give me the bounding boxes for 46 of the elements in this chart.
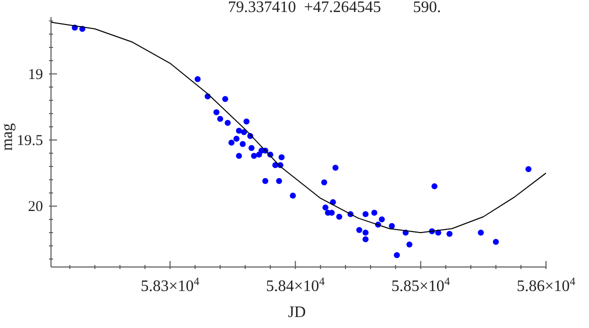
point — [278, 154, 285, 160]
point — [336, 214, 342, 220]
point — [222, 96, 228, 102]
point — [362, 230, 369, 236]
point — [356, 226, 362, 233]
point — [394, 252, 400, 258]
x-tick-label: 5.86×10$^{4}$ — [516, 276, 576, 295]
y-axis-title: mag — [0, 123, 17, 151]
point — [525, 166, 532, 172]
y-tick-label: 19.5 — [16, 133, 43, 150]
point — [431, 183, 438, 190]
x-tick-label: 5.85×10$^{4}$ — [391, 276, 450, 295]
point — [248, 144, 255, 151]
point — [332, 164, 338, 171]
point — [378, 216, 385, 222]
point — [492, 238, 499, 245]
point — [194, 76, 201, 82]
point — [478, 230, 484, 236]
point — [217, 116, 224, 122]
point — [251, 152, 258, 159]
point — [321, 179, 328, 186]
point — [371, 210, 378, 216]
point — [262, 178, 268, 184]
x-axis-title: JD — [288, 304, 306, 322]
x-tick-label: 5.83×10$^{4}$ — [140, 276, 200, 295]
x-tick-label: 5.84×10$^{4}$ — [266, 276, 326, 295]
point — [243, 118, 250, 124]
y-tick-label: 20 — [28, 199, 43, 216]
point — [224, 120, 231, 126]
point — [362, 236, 369, 242]
chart-title: 79.337410 +47.264545 590. — [228, 0, 442, 17]
point — [362, 211, 369, 218]
point — [406, 242, 412, 248]
point — [240, 140, 246, 147]
point — [240, 129, 247, 136]
point — [228, 140, 234, 146]
point — [388, 222, 395, 229]
point — [446, 230, 453, 237]
point — [276, 178, 282, 184]
point — [233, 136, 240, 142]
point — [290, 192, 296, 199]
y-tick-label: 19 — [28, 66, 43, 83]
point — [322, 204, 328, 210]
point — [213, 109, 220, 116]
line-series — [51, 22, 546, 234]
point — [236, 152, 242, 159]
